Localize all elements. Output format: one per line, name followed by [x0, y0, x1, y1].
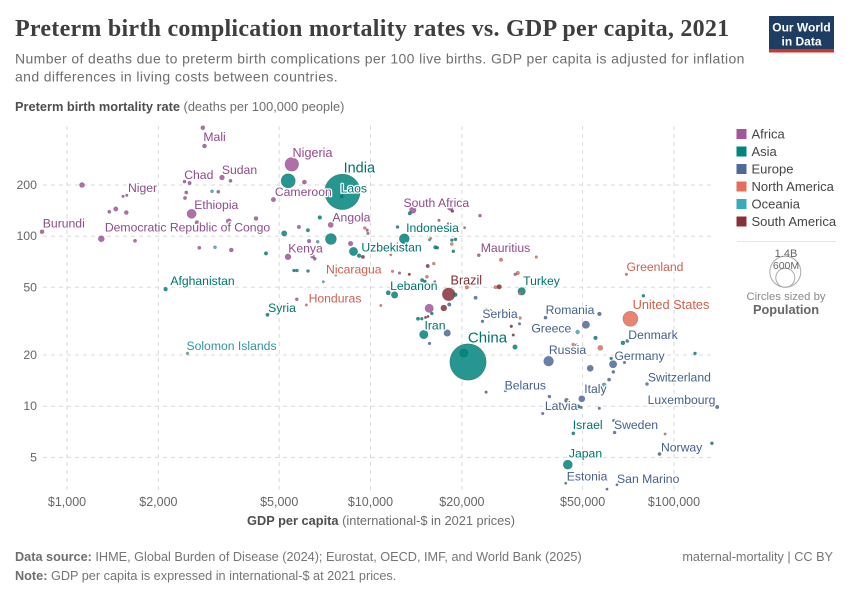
svg-text:Preterm birth complication mor: Preterm birth complication mortality rat… [15, 16, 729, 42]
svg-text:United States: United States [633, 297, 710, 312]
svg-text:Angola: Angola [332, 210, 370, 224]
svg-text:Afghanistan: Afghanistan [170, 274, 234, 288]
svg-text:Cameroon: Cameroon [275, 185, 332, 199]
svg-text:Democratic Republic of Congo: Democratic Republic of Congo [105, 220, 271, 234]
svg-text:600M: 600M [773, 260, 799, 272]
svg-text:Nigeria: Nigeria [293, 146, 333, 160]
svg-text:Our World: Our World [772, 21, 830, 35]
svg-text:Turkey: Turkey [523, 274, 561, 288]
svg-text:Sweden: Sweden [614, 418, 658, 432]
svg-text:Laos: Laos [341, 181, 367, 195]
svg-text:Switzerland: Switzerland [648, 371, 711, 385]
svg-text:and differences in living cost: and differences in living costs between … [15, 69, 338, 85]
svg-text:Nicaragua: Nicaragua [326, 263, 382, 277]
svg-text:Niger: Niger [128, 181, 157, 195]
svg-text:Ethiopia: Ethiopia [194, 198, 238, 212]
svg-text:Solomon Islands: Solomon Islands [186, 339, 276, 353]
svg-text:Russia: Russia [549, 343, 586, 357]
svg-text:Greece: Greece [531, 322, 571, 336]
svg-text:Burundi: Burundi [43, 216, 85, 230]
svg-text:South America: South America [752, 214, 837, 229]
svg-text:Denmark: Denmark [628, 328, 678, 342]
svg-text:San Marino: San Marino [617, 472, 680, 486]
svg-text:Note: GDP per capita is expres: Note: GDP per capita is expressed in int… [15, 569, 396, 583]
svg-text:Mauritius: Mauritius [481, 241, 530, 255]
svg-text:50: 50 [23, 280, 37, 294]
svg-text:Syria: Syria [268, 301, 296, 315]
svg-text:$50,000: $50,000 [560, 495, 605, 509]
svg-text:GDP per capita (international-: GDP per capita (international-$ in 2021 … [247, 513, 515, 528]
svg-text:Population: Population [753, 302, 819, 317]
svg-text:Kenya: Kenya [288, 241, 323, 255]
svg-text:100: 100 [16, 229, 37, 243]
svg-text:1.4B: 1.4B [775, 248, 798, 260]
svg-text:Iran: Iran [424, 318, 445, 332]
svg-text:Serbia: Serbia [482, 307, 517, 321]
svg-text:India: India [344, 160, 376, 176]
svg-text:Oceania: Oceania [752, 197, 801, 212]
svg-text:20: 20 [23, 348, 37, 362]
svg-text:Romania: Romania [546, 303, 595, 317]
svg-text:Germany: Germany [614, 349, 665, 363]
svg-text:Belarus: Belarus [505, 378, 546, 392]
svg-text:China: China [468, 329, 508, 346]
svg-text:Luxembourg: Luxembourg [648, 393, 716, 407]
svg-text:Chad: Chad [184, 168, 213, 182]
svg-text:$100,000: $100,000 [648, 495, 700, 509]
svg-text:Circles sized by: Circles sized by [746, 291, 825, 303]
svg-text:Greenland: Greenland [627, 260, 684, 274]
svg-text:Indonesia: Indonesia [406, 221, 459, 235]
svg-text:10: 10 [23, 399, 37, 413]
svg-text:maternal-mortality | CC BY: maternal-mortality | CC BY [682, 550, 833, 564]
svg-text:Preterm birth mortality rate (: Preterm birth mortality rate (deaths per… [15, 99, 344, 114]
svg-text:Honduras: Honduras [309, 291, 362, 305]
svg-text:Norway: Norway [661, 440, 703, 454]
svg-text:Brazil: Brazil [451, 274, 483, 288]
svg-text:Asia: Asia [752, 144, 778, 159]
svg-text:Italy: Italy [584, 382, 607, 396]
svg-text:South Africa: South Africa [403, 196, 469, 210]
svg-text:$20,000: $20,000 [439, 495, 484, 509]
svg-text:Lebanon: Lebanon [390, 279, 437, 293]
svg-text:Europe: Europe [752, 162, 794, 177]
svg-text:Japan: Japan [569, 447, 602, 461]
svg-text:in Data: in Data [781, 35, 821, 49]
svg-text:200: 200 [16, 178, 37, 192]
svg-text:$10,000: $10,000 [348, 495, 393, 509]
svg-text:Data source: IHME, Global Burd: Data source: IHME, Global Burden of Dise… [15, 550, 582, 564]
svg-text:5: 5 [30, 450, 37, 464]
svg-text:Mali: Mali [203, 130, 225, 144]
svg-text:$1,000: $1,000 [48, 495, 86, 509]
svg-text:$2,000: $2,000 [139, 495, 177, 509]
svg-text:North America: North America [752, 179, 835, 194]
svg-text:$5,000: $5,000 [260, 495, 298, 509]
svg-text:Estonia: Estonia [567, 469, 608, 483]
svg-text:Sudan: Sudan [222, 163, 257, 177]
svg-text:Uzbekistan: Uzbekistan [361, 241, 421, 255]
svg-text:Africa: Africa [752, 127, 786, 142]
svg-text:Latvia: Latvia [545, 399, 578, 413]
svg-text:Israel: Israel [573, 418, 603, 432]
svg-text:Number of deaths due to preter: Number of deaths due to preterm birth co… [15, 51, 745, 67]
